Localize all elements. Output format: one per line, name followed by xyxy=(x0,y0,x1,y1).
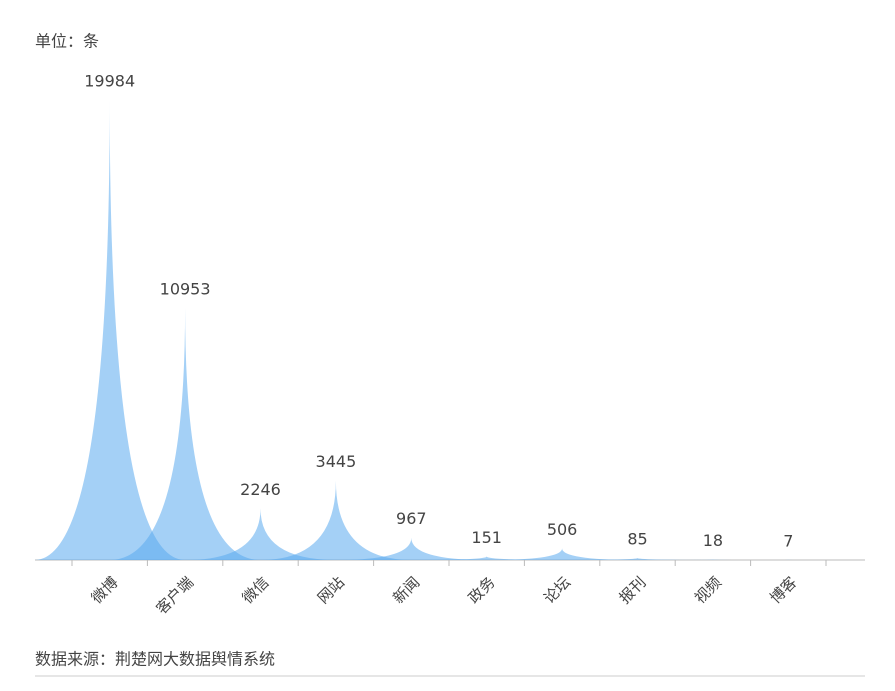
value-label: 3445 xyxy=(316,452,357,471)
x-tick-label: 微信 xyxy=(239,573,273,607)
x-tick-label: 政务 xyxy=(465,573,499,607)
value-label: 7 xyxy=(783,531,793,550)
value-label: 10953 xyxy=(160,279,211,298)
x-tick-label: 论坛 xyxy=(540,573,574,607)
value-label: 18 xyxy=(703,531,723,550)
x-tick-label: 网站 xyxy=(314,573,348,607)
spike-bar xyxy=(261,481,412,560)
value-label: 19984 xyxy=(84,72,135,91)
value-label: 85 xyxy=(627,530,647,549)
x-tick-label: 视频 xyxy=(691,573,725,607)
x-tick-label: 新闻 xyxy=(389,573,423,607)
value-label: 151 xyxy=(471,528,502,547)
value-label: 506 xyxy=(547,520,578,539)
source-note: 数据来源：荆楚网大数据舆情系统 xyxy=(35,650,275,669)
spike-bar xyxy=(487,548,638,560)
x-tick-label: 报刊 xyxy=(616,573,650,607)
x-tick-label: 客户端 xyxy=(153,573,198,618)
value-label: 967 xyxy=(396,509,427,528)
x-tick-label: 博客 xyxy=(766,573,800,607)
x-tick-label: 微博 xyxy=(88,573,122,607)
unit-label: 单位：条 xyxy=(35,32,99,51)
value-label: 2246 xyxy=(240,480,281,499)
spike-bar xyxy=(34,100,185,560)
